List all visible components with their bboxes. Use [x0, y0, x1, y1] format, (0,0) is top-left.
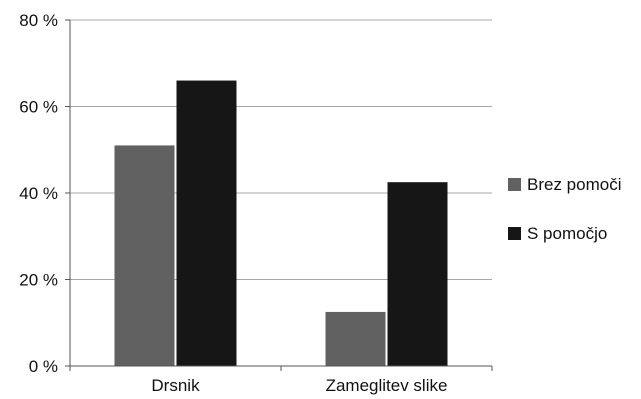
bar: [114, 145, 175, 366]
y-tick-label: 40 %: [19, 184, 58, 203]
bar: [387, 182, 448, 366]
x-axis: Drsnik Zameglitev slike: [69, 365, 493, 395]
legend: Brez pomoči S pomočjo: [508, 175, 621, 243]
bar: [176, 80, 237, 367]
legend-swatch: [508, 227, 521, 240]
y-tick-label: 20 %: [19, 271, 58, 290]
bar: [325, 311, 386, 366]
legend-swatch: [508, 178, 521, 191]
y-axis: 0 % 20 % 40 % 60 % 80 %: [19, 11, 71, 376]
legend-label: S pomočjo: [527, 224, 607, 243]
legend-label: Brez pomoči: [527, 175, 621, 194]
x-category-label: Drsnik: [151, 376, 200, 395]
bars: [114, 80, 448, 367]
y-tick-label: 60 %: [19, 98, 58, 117]
y-tick-label: 0 %: [29, 357, 58, 376]
y-tick-label: 80 %: [19, 11, 58, 30]
x-category-label: Zameglitev slike: [326, 376, 448, 395]
